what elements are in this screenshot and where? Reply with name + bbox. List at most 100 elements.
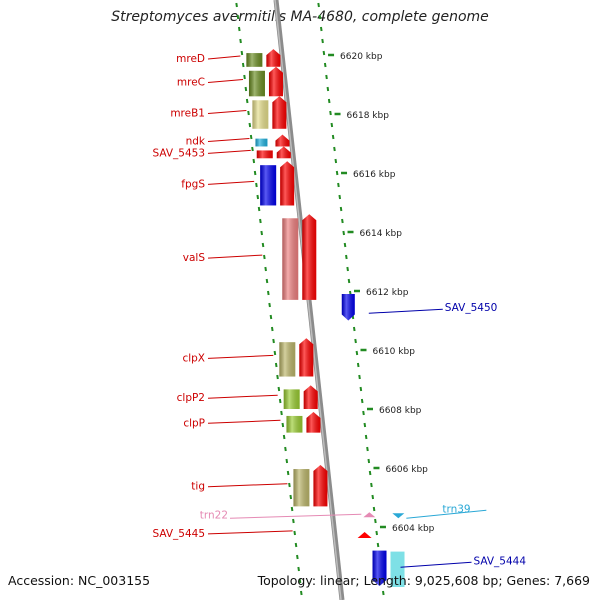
left-track-dot bbox=[289, 494, 293, 500]
gene-SAV_5445[interactable] bbox=[357, 531, 372, 538]
left-track-dot bbox=[247, 110, 250, 116]
gene-leader-line bbox=[207, 394, 278, 399]
gene-label-mreD[interactable]: mreD bbox=[176, 53, 205, 65]
gene-shading bbox=[246, 53, 263, 67]
gene-label-trn22[interactable]: trn22 bbox=[200, 509, 228, 521]
ruler-dot bbox=[318, 14, 322, 20]
gene-shading bbox=[279, 342, 296, 377]
gene-label-mreB1[interactable]: mreB1 bbox=[170, 108, 205, 120]
gene-label-SAV_5450[interactable]: SAV_5450 bbox=[445, 302, 498, 314]
gene-label-trn39[interactable]: trn39 bbox=[442, 503, 470, 515]
gene-label-SAV_5453[interactable]: SAV_5453 bbox=[152, 147, 205, 159]
ruler-dot bbox=[363, 422, 367, 428]
left-track-dot bbox=[240, 50, 244, 56]
left-track-dot bbox=[239, 38, 242, 44]
left-track-dot bbox=[244, 86, 248, 92]
gene-shading bbox=[248, 70, 265, 97]
gene-shading bbox=[306, 411, 321, 433]
left-track-dot bbox=[259, 218, 262, 224]
gene-leader-line bbox=[207, 483, 288, 488]
gene-label-clpP2[interactable]: clpP2 bbox=[177, 392, 205, 404]
accession-text: Accession: NC_003155 bbox=[8, 573, 151, 588]
gene-shading bbox=[275, 134, 290, 147]
gene-trn22[interactable] bbox=[363, 512, 376, 518]
ruler-dot bbox=[325, 74, 328, 80]
gene-label-fpgS[interactable]: fpgS bbox=[181, 178, 205, 190]
gene-leader-line bbox=[207, 149, 251, 154]
left-track-dot bbox=[237, 26, 241, 32]
gene-shading bbox=[276, 146, 291, 159]
gene-shading bbox=[303, 385, 318, 409]
ruler-dot bbox=[331, 134, 335, 140]
left-track-dot bbox=[281, 422, 285, 428]
left-track-dot bbox=[236, 14, 240, 20]
ruler-dot bbox=[364, 434, 368, 440]
ruler-dot bbox=[376, 542, 380, 548]
ruler-dot bbox=[322, 50, 326, 56]
gene-label-mreC[interactable]: mreC bbox=[177, 77, 205, 89]
ruler-dot bbox=[382, 590, 385, 596]
left-track-dot bbox=[284, 446, 287, 452]
left-track-dot bbox=[274, 362, 278, 368]
title-suffix: , complete genome bbox=[352, 9, 489, 25]
ruler-dot bbox=[338, 194, 342, 200]
left-track-dot bbox=[260, 230, 263, 236]
ruler-tick-label: 6608 kbp bbox=[379, 406, 422, 416]
gene-shading bbox=[272, 96, 287, 129]
ruler-tick-label: 6606 kbp bbox=[385, 465, 428, 475]
ruler-tick-label: 6616 kbp bbox=[353, 170, 396, 180]
left-track-dot bbox=[235, 2, 238, 8]
gene-shading bbox=[299, 338, 314, 377]
organism-name: Streptomyces avermitilis MA-4680 bbox=[111, 9, 353, 25]
ruler-dot bbox=[362, 410, 365, 416]
ruler-dot bbox=[358, 374, 361, 380]
gene-shading bbox=[252, 100, 269, 129]
left-track-dot bbox=[253, 170, 257, 176]
gene-label-tig[interactable]: tig bbox=[191, 481, 205, 493]
gene-label-SAV_5445[interactable]: SAV_5445 bbox=[152, 528, 205, 540]
ruler-tick-label: 6610 kbp bbox=[373, 347, 416, 357]
gene-label-SAV_5444[interactable]: SAV_5444 bbox=[474, 555, 527, 567]
gene-shading bbox=[293, 469, 310, 507]
gene-leader-line bbox=[207, 254, 263, 259]
left-track-dot bbox=[248, 122, 252, 128]
left-track-dot bbox=[261, 242, 265, 248]
ruler-dot bbox=[319, 26, 323, 32]
ruler-tick-label: 6618 kbp bbox=[347, 111, 390, 121]
ruler-dot bbox=[354, 338, 357, 344]
ruler-dot bbox=[371, 494, 375, 500]
gene-label-clpP[interactable]: clpP bbox=[183, 417, 205, 429]
left-track-dot bbox=[243, 74, 246, 80]
gene-trn39[interactable] bbox=[392, 513, 405, 519]
ruler-dot bbox=[345, 254, 348, 260]
left-track-dot bbox=[276, 374, 279, 380]
left-track-dot bbox=[249, 134, 253, 140]
genome-summary: Topology: linear; Length: 9,025,608 bp; … bbox=[257, 573, 590, 588]
gene-leader-line bbox=[207, 180, 255, 185]
ruler-dot bbox=[360, 398, 364, 404]
ruler-dot bbox=[334, 158, 338, 164]
left-track-dot bbox=[264, 266, 267, 272]
left-track-dot bbox=[265, 278, 269, 284]
gene-shading bbox=[313, 465, 328, 507]
left-track-dot bbox=[263, 254, 266, 260]
gene-shading bbox=[255, 138, 268, 147]
left-track-dot bbox=[252, 158, 256, 164]
left-track-dot bbox=[255, 182, 258, 188]
ruler-dot bbox=[352, 326, 356, 332]
ruler-dot bbox=[333, 146, 336, 152]
left-track-dot bbox=[251, 146, 254, 152]
gene-label-clpX[interactable]: clpX bbox=[182, 352, 205, 364]
ruler-dot bbox=[326, 86, 330, 92]
gene-leader-line bbox=[406, 509, 487, 519]
left-track-dot bbox=[297, 566, 300, 572]
ruler-dot bbox=[330, 122, 334, 128]
left-track-dot bbox=[293, 530, 296, 536]
gene-label-ndk[interactable]: ndk bbox=[186, 136, 206, 148]
left-track-dot bbox=[277, 386, 281, 392]
left-track-dot bbox=[285, 458, 289, 464]
gene-leader-line bbox=[207, 79, 244, 84]
gene-label-valS[interactable]: valS bbox=[183, 252, 206, 264]
left-track-dot bbox=[294, 542, 298, 548]
